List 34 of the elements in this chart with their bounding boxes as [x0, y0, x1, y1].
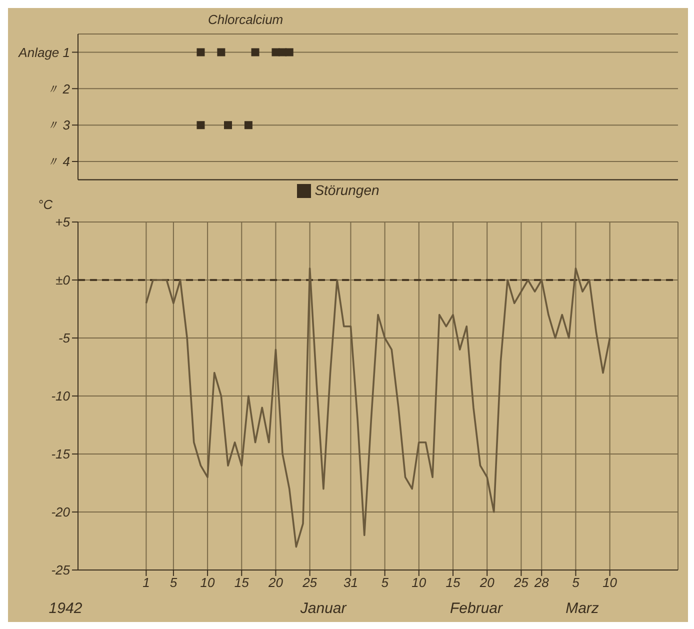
text: Februar: [450, 600, 503, 617]
x-tick-label: 10: [412, 575, 427, 590]
y-tick-label: -10: [51, 388, 71, 404]
x-tick-label: 10: [602, 575, 618, 590]
y-tick-label: -5: [58, 330, 71, 346]
x-tick-label: 5: [381, 575, 390, 590]
y-tick-label: 〃 4: [46, 154, 70, 170]
x-tick-label: 31: [343, 575, 358, 590]
y-tick-label: +5: [55, 214, 71, 230]
x-tick-label: 5: [572, 575, 580, 590]
x-tick-label: 20: [478, 575, 496, 590]
x-tick-label: 15: [446, 575, 461, 590]
line-series: [145, 268, 611, 548]
x-tick-label: 25: [302, 575, 318, 590]
x-tick-label: 28: [533, 575, 550, 590]
y-tick-label: -20: [51, 504, 71, 520]
x-tick-label: 15: [234, 575, 250, 590]
legend-label: Störungen: [314, 182, 380, 198]
y-tick-label: 〃 3: [46, 118, 71, 133]
x-tick-label: 1: [142, 575, 150, 590]
x-tick-label: 20: [267, 575, 284, 590]
text: 1942: [48, 600, 82, 617]
y-tick-label: -25: [51, 562, 71, 578]
y-tick-label: Anlage 1: [18, 44, 70, 60]
text: Marz: [566, 600, 599, 617]
y-tick-label: ±0: [56, 272, 71, 288]
text: Januar: [300, 600, 346, 617]
x-tick-label: 5: [170, 575, 178, 590]
y-axis-title: °C: [38, 197, 54, 212]
text: Chlorcalcium: [208, 12, 284, 27]
y-tick-label: 〃 2: [46, 81, 71, 96]
y-tick-label: -15: [51, 446, 71, 462]
x-tick-label: 10: [200, 575, 216, 590]
x-tick-label: 25: [512, 575, 530, 590]
